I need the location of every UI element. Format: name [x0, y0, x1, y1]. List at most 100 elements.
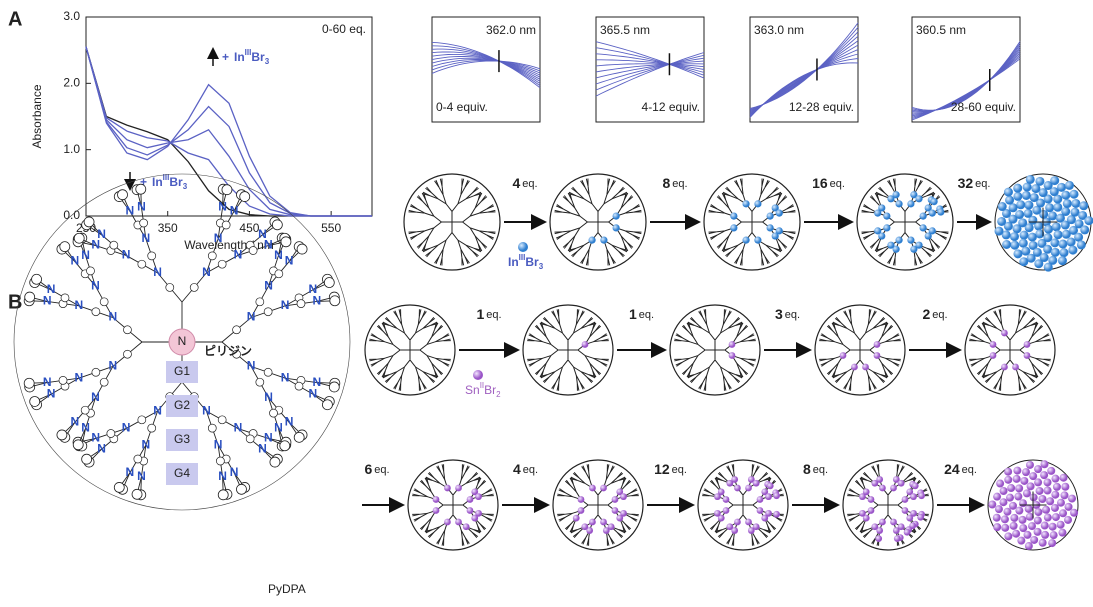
metal-dot — [600, 237, 607, 244]
nitrogen-label: N — [91, 278, 100, 292]
equiv-unit: eq. — [374, 464, 389, 476]
metal-dot — [1044, 487, 1052, 495]
metal-dot — [902, 507, 909, 514]
equiv-unit: eq. — [523, 464, 538, 476]
equiv-unit: eq. — [830, 178, 845, 190]
metal-dot — [912, 483, 919, 490]
metal-dot — [1060, 491, 1068, 499]
metal-dot — [883, 212, 890, 219]
metal-dot — [1059, 509, 1067, 517]
metal-dot — [1027, 482, 1035, 490]
metal-dot — [581, 523, 588, 530]
metal-dot — [895, 200, 902, 207]
phenyl-ring — [118, 190, 128, 200]
nitrogen-label: N — [81, 248, 90, 262]
metal-dot — [1013, 467, 1021, 475]
phenyl-ring — [84, 217, 94, 227]
metal-dot — [875, 535, 882, 542]
metal-dot — [874, 352, 881, 359]
metal-dot — [1034, 465, 1042, 473]
metal-dot — [578, 496, 585, 503]
equiv-step: 12eq. — [654, 461, 687, 477]
metal-dot — [1034, 478, 1042, 486]
halide: Br — [169, 175, 183, 189]
phenyl-ring — [30, 396, 40, 406]
metal: Sn — [465, 383, 480, 397]
metal-dot — [620, 493, 627, 500]
metal-dot — [753, 480, 760, 487]
metal-dot — [1022, 468, 1030, 476]
equiv-step: 4eq. — [512, 175, 537, 191]
metal-dot — [1012, 364, 1019, 371]
metal-dot — [742, 200, 749, 207]
metal-dot — [1013, 184, 1022, 193]
metal-dot — [1061, 191, 1070, 200]
equiv-amount: 4 — [512, 175, 520, 191]
phenyl-ring — [59, 376, 67, 384]
metal-dot — [773, 511, 780, 518]
metal-dot — [1034, 508, 1042, 516]
metal-dot — [731, 476, 738, 483]
metal-dot — [874, 341, 881, 348]
equiv-amount: 1 — [629, 306, 637, 322]
equiv-unit: eq. — [486, 309, 501, 321]
nitrogen-label: N — [109, 310, 118, 324]
phenyl-ring — [249, 246, 257, 254]
metal-dot — [1023, 489, 1031, 497]
metal-dot — [467, 507, 474, 514]
metal-dot — [1050, 176, 1059, 185]
generation-label: G1 — [174, 364, 190, 378]
nitrogen-label: N — [137, 199, 146, 213]
phenyl-ring — [138, 416, 146, 424]
metal-dot — [990, 341, 997, 348]
nitrogen-label: N — [258, 441, 267, 455]
metal-dot — [1028, 233, 1037, 242]
metal-dot — [918, 492, 925, 499]
phenyl-ring — [138, 260, 146, 268]
phenyl-ring — [208, 252, 216, 260]
metal-dot — [1077, 240, 1086, 249]
equiv-step: 1eq. — [476, 306, 501, 322]
nitrogen-label: N — [274, 248, 283, 262]
phenyl-ring — [148, 252, 156, 260]
metal-dot — [894, 535, 901, 542]
metal-dot — [1065, 181, 1074, 190]
phenyl-ring — [246, 435, 254, 443]
reagent-ball — [473, 370, 483, 380]
metal-dot — [754, 237, 761, 244]
metal-dot — [1005, 196, 1014, 205]
metal-dot — [917, 514, 924, 521]
metal: In — [152, 175, 163, 189]
phenyl-ring — [240, 192, 250, 202]
equiv-amount: 8 — [803, 461, 811, 477]
metal-dot — [773, 492, 780, 499]
metal-dot — [1009, 502, 1017, 510]
nitrogen-label: N — [109, 359, 118, 373]
metal-dot — [745, 519, 752, 526]
equiv-label: 12-28 equiv. — [789, 100, 854, 114]
count: 3 — [183, 182, 188, 191]
generation-label: G3 — [174, 432, 190, 446]
metal-dot — [730, 212, 737, 219]
phenyl-ring — [134, 455, 142, 463]
nitrogen-label: N — [153, 265, 162, 279]
count: 2 — [496, 390, 501, 399]
metal-dot — [1047, 467, 1055, 475]
nitrogen-label: N — [247, 359, 256, 373]
metal-dot — [910, 493, 917, 500]
metal-dot — [444, 519, 451, 526]
metal-dot — [582, 341, 589, 348]
metal-dot — [893, 527, 900, 534]
equiv-amount: 24 — [944, 461, 960, 477]
metal-dot — [915, 195, 922, 202]
nitrogen-label: N — [264, 238, 273, 252]
metal-dot — [902, 496, 909, 503]
metal-dot — [463, 523, 470, 530]
metal-dot — [1004, 532, 1012, 540]
metal-dot — [1051, 248, 1060, 257]
equiv-unit: eq. — [672, 178, 687, 190]
metal-dot — [1048, 211, 1057, 220]
metal-dot — [887, 242, 894, 249]
metal-dot — [433, 507, 440, 514]
metal-dot — [1034, 528, 1042, 536]
